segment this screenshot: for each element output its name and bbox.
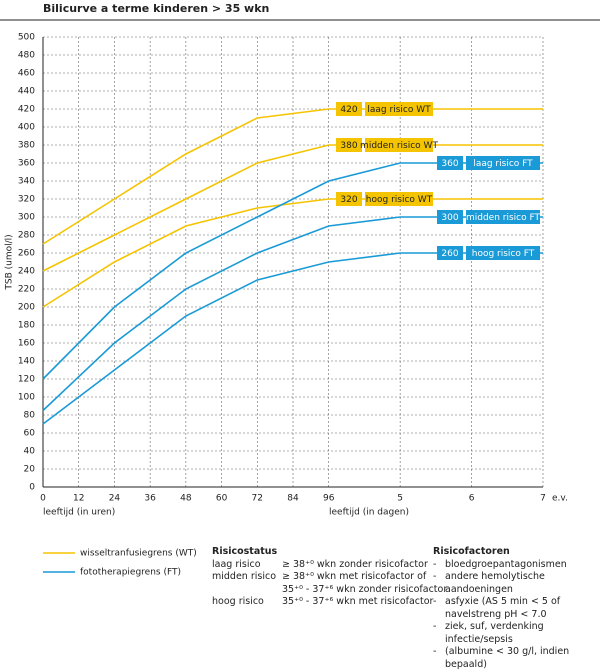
- y-tick-label: 380: [18, 141, 35, 151]
- series-end-value: 360: [441, 159, 458, 169]
- x-axis-label: leeftijd (in dagen): [329, 508, 409, 518]
- y-tick-label: 300: [18, 213, 35, 223]
- y-tick-label: 340: [18, 177, 35, 187]
- y-axis-label: TSB (umol/l): [5, 234, 15, 290]
- x-tick-label: 6: [469, 494, 475, 504]
- risk-factor-line: (albumine < 30 g/l, indien bepaald): [445, 646, 600, 671]
- y-tick-label: 20: [24, 465, 36, 475]
- risk-factors-title: Risicofactoren: [433, 546, 600, 559]
- risk-status-table: laag risico≥ 38⁺⁰ wkn zonder risicofacto…: [212, 559, 447, 609]
- series-name: laag risico WT: [367, 105, 431, 115]
- y-tick-label: 480: [18, 51, 35, 61]
- series-end-value: 260: [441, 249, 458, 259]
- y-tick-label: 120: [18, 375, 35, 385]
- x-tick-label: 12: [73, 494, 84, 504]
- risk-factor-line: navelstreng pH < 7.0: [445, 609, 600, 622]
- y-tick-label: 220: [18, 285, 35, 295]
- x-tick-label: 0: [40, 494, 46, 504]
- legend-label: wisseltranfusiegrens (WT): [80, 549, 197, 559]
- risk-factors: Risicofactoren bloedgroepantagonismenand…: [433, 546, 600, 671]
- series-end-value: 300: [441, 213, 458, 223]
- y-tick-label: 440: [18, 87, 35, 97]
- y-tick-label: 400: [18, 123, 35, 133]
- legend-label: fototherapiegrens (FT): [80, 568, 181, 578]
- risk-factors-list: bloedgroepantagonismenandere hemolytisch…: [433, 559, 600, 671]
- risk-status-text: ≥ 38⁺⁰ wkn met risicofactor of: [282, 571, 447, 584]
- y-tick-label: 100: [18, 393, 35, 403]
- risk-status-text: ≥ 38⁺⁰ wkn zonder risicofactor: [282, 559, 447, 572]
- y-tick-label: 80: [24, 411, 36, 421]
- x-tick-label: 7: [540, 494, 546, 504]
- series-end-label: 420 laag risico WT: [336, 102, 433, 116]
- series-end-label: 260 hoog risico FT: [437, 246, 540, 260]
- x-tick-label: 60: [216, 494, 228, 504]
- series-name: midden risico WT: [360, 141, 438, 151]
- x-tick-label: 5: [397, 494, 403, 504]
- series-end-label: 320 hoog risico WT: [336, 192, 433, 206]
- risk-status-text: 35⁺⁰ - 37⁺⁶ wkn zonder risicofactor: [282, 584, 447, 597]
- y-tick-label: 140: [18, 357, 35, 367]
- y-tick-label: 260: [18, 249, 35, 259]
- series-end-label: 360 laag risico FT: [437, 156, 540, 170]
- x-tick-label: 84: [287, 494, 299, 504]
- y-tick-label: 160: [18, 339, 35, 349]
- risk-factor-line: asfyxie (AS 5 min < 5 of: [445, 596, 600, 609]
- risk-factor: (albumine < 30 g/l, indien bepaald): [433, 646, 600, 671]
- x-tick-label: 24: [109, 494, 121, 504]
- risk-factor: ziek, suf, verdenking infectie/sepsis: [433, 621, 600, 646]
- risk-status-text: 35⁺⁰ - 37⁺⁶ wkn met risicofactor: [282, 596, 447, 609]
- risk-factor-line: ziek, suf, verdenking infectie/sepsis: [445, 621, 600, 646]
- y-tick-label: 500: [18, 33, 35, 43]
- chart: Bilicurve a terme kinderen > 35 wkn TSB …: [0, 0, 600, 637]
- y-tick-label: 320: [18, 195, 35, 205]
- series-name: laag risico FT: [473, 159, 533, 169]
- risk-status-label: laag risico: [212, 559, 282, 572]
- risk-factor-line: andere hemolytische aandoeningen: [445, 571, 600, 596]
- series-name: hoog risico FT: [472, 249, 535, 259]
- series-name: hoog risico WT: [366, 195, 433, 205]
- risk-status-title: Risicostatus: [212, 546, 447, 559]
- risk-status-label: midden risico: [212, 571, 282, 584]
- x-tick-label: 96: [323, 494, 335, 504]
- series-end-value: 320: [340, 195, 357, 205]
- risk-factor: andere hemolytische aandoeningen: [433, 571, 600, 596]
- y-tick-label: 460: [18, 69, 35, 79]
- y-tick-label: 200: [18, 303, 35, 313]
- y-tick-label: 40: [24, 447, 36, 457]
- x-tick-label: 72: [252, 494, 263, 504]
- y-tick-label: 60: [24, 429, 36, 439]
- y-tick-label: 280: [18, 231, 35, 241]
- x-tick-label: 36: [144, 494, 156, 504]
- chart-title: Bilicurve a terme kinderen > 35 wkn: [43, 2, 269, 15]
- y-tick-label: 180: [18, 321, 35, 331]
- risk-status: Risicostatus laag risico≥ 38⁺⁰ wkn zonde…: [212, 546, 447, 609]
- y-tick-label: 240: [18, 267, 35, 277]
- x-axis-note: e.v.: [552, 494, 568, 504]
- risk-factor: bloedgroepantagonismen: [433, 559, 600, 572]
- risk-factor-line: bloedgroepantagonismen: [445, 559, 600, 572]
- series-end-value: 380: [340, 141, 357, 151]
- x-tick-label: 48: [180, 494, 192, 504]
- y-tick-label: 360: [18, 159, 35, 169]
- spacer: [212, 584, 282, 597]
- y-tick-label: 420: [18, 105, 35, 115]
- risk-status-label: hoog risico: [212, 596, 282, 609]
- series-end-label: 300 midden risico FT: [437, 210, 541, 224]
- series-end-value: 420: [340, 105, 357, 115]
- series-name: midden risico FT: [466, 213, 541, 223]
- y-tick-label: 0: [29, 483, 35, 493]
- x-axis-label: leeftijd (in uren): [43, 508, 115, 518]
